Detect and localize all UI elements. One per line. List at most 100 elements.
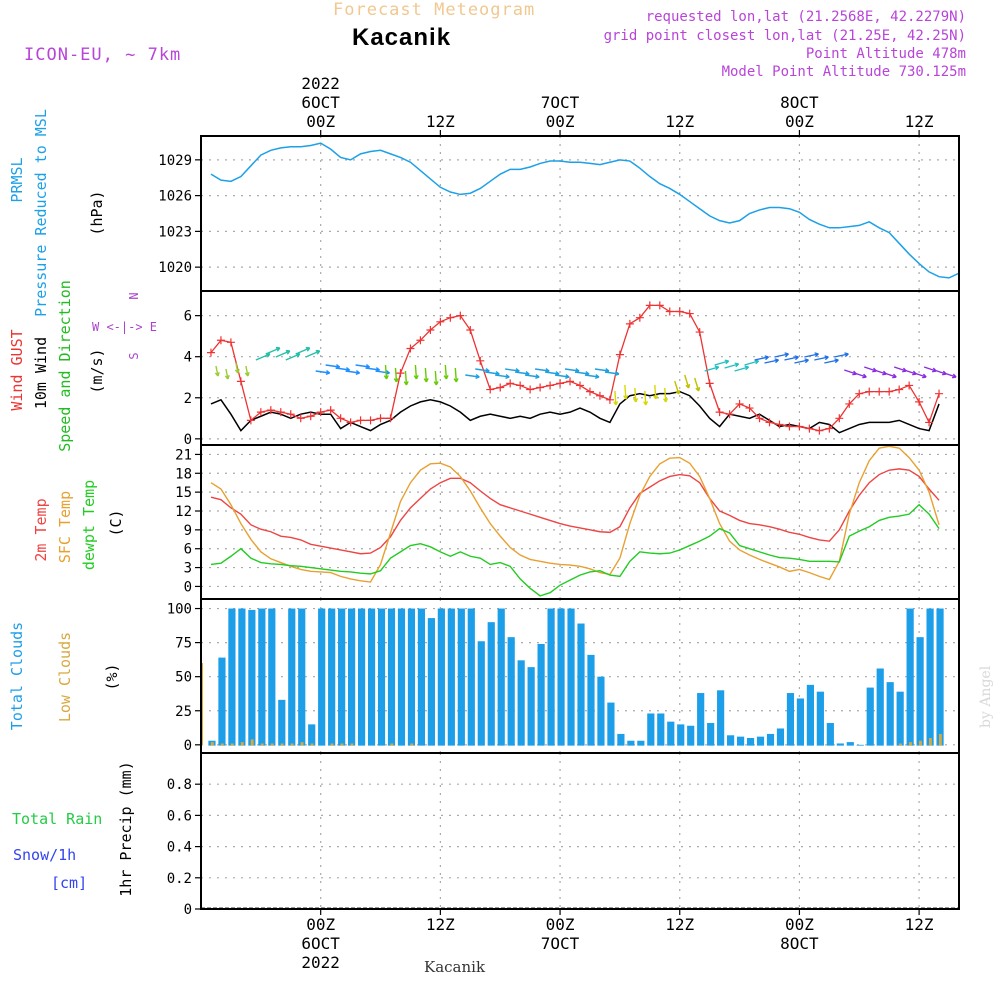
compass-west-east: W <-|-> E xyxy=(92,320,157,334)
wind-gust-marker xyxy=(306,412,315,421)
wind-gust-marker xyxy=(396,369,405,378)
wind-direction-arrow xyxy=(255,353,271,361)
temp-label-2m: 2m Temp xyxy=(32,498,50,561)
total-clouds-bar xyxy=(288,608,296,746)
total-clouds-bar xyxy=(567,608,575,746)
wind-direction-arrowhead xyxy=(393,378,399,383)
wind-direction-arrow xyxy=(764,359,779,364)
total-clouds-bar xyxy=(477,641,485,746)
total-clouds-bar xyxy=(786,693,795,746)
wind-gust-marker xyxy=(266,406,275,415)
low-clouds-bar xyxy=(899,743,902,746)
wind-direction-arrow xyxy=(754,356,769,361)
wind-ytick-label: 6 xyxy=(184,309,192,325)
wind-direction-arrowhead xyxy=(784,352,789,358)
wind-direction-arrowhead xyxy=(824,355,829,361)
wind-gust-marker xyxy=(925,418,934,427)
wind-gust-marker xyxy=(845,399,854,408)
clouds-label-low: Low Clouds xyxy=(56,632,74,722)
temperature-ytick-label: 15 xyxy=(175,485,192,501)
total-clouds-bar xyxy=(717,690,725,746)
wind-direction-arrow xyxy=(315,370,330,374)
compass-north: N xyxy=(127,292,141,299)
total-clouds-bar xyxy=(597,676,605,746)
total-clouds-bar xyxy=(228,608,236,746)
wind-direction-arrowhead xyxy=(355,370,361,376)
total-clouds-bar xyxy=(746,738,755,746)
wind-direction-arrow xyxy=(335,367,350,371)
wind-gust-marker xyxy=(226,338,235,347)
clouds-label-unit: (%) xyxy=(103,663,121,690)
total-clouds-bar xyxy=(677,724,685,746)
temp-label-dewpt: dewpt Temp xyxy=(80,480,98,570)
total-clouds-bar xyxy=(766,733,775,746)
total-clouds-bar xyxy=(667,721,675,746)
wind-direction-arrow xyxy=(584,374,600,378)
top-time-label: 6OCT xyxy=(301,93,340,112)
wind-direction-arrow xyxy=(375,370,390,374)
wind-gust-marker xyxy=(685,309,694,318)
wind-direction-arrow xyxy=(574,371,590,375)
clouds-ytick-label: 100 xyxy=(167,602,192,618)
low-clouds-bar xyxy=(260,743,264,746)
bottom-time-label: 12Z xyxy=(665,915,694,934)
total-clouds-bar xyxy=(407,608,416,746)
total-clouds-bar xyxy=(278,699,286,746)
top-time-label: 00Z xyxy=(546,112,575,131)
wind-direction-arrow xyxy=(225,368,229,380)
wind-gust-marker xyxy=(665,307,674,316)
total-clouds-bar xyxy=(308,724,316,746)
wind-direction-arrow xyxy=(404,370,408,386)
clouds-ytick-label: 75 xyxy=(175,636,192,652)
wind-direction-arrowhead xyxy=(433,381,439,386)
wind-direction-arrow xyxy=(515,371,530,375)
wind-gust-marker xyxy=(815,426,824,435)
temp-2m-line xyxy=(210,468,940,555)
wind-direction-arrowhead xyxy=(724,359,730,365)
total-clouds-bar xyxy=(886,682,894,746)
wind-direction-arrowhead xyxy=(653,395,659,400)
total-clouds-bar xyxy=(926,608,934,746)
wind-gust-marker xyxy=(386,414,395,423)
total-clouds-bar xyxy=(218,657,226,746)
wind-direction-arrow xyxy=(604,371,620,375)
wind-gust-marker xyxy=(256,408,265,417)
total-clouds-bar xyxy=(776,728,785,746)
temperature-ytick-label: 21 xyxy=(175,447,192,463)
wind-label-direction: Speed and Direction xyxy=(56,280,74,452)
footer-location: Kacanik xyxy=(424,958,486,976)
total-clouds-bar xyxy=(577,623,585,746)
total-clouds-bar xyxy=(427,618,435,746)
precip-panel-frame xyxy=(200,752,960,910)
wind-gust-marker xyxy=(615,350,624,359)
wind-gust-marker xyxy=(556,379,565,388)
wind-direction-arrow xyxy=(664,387,667,403)
precip-panel-bg xyxy=(201,753,959,909)
wind-direction-arrowhead xyxy=(505,374,510,380)
total-clouds-bar xyxy=(916,637,924,746)
total-clouds-bar xyxy=(467,608,475,746)
total-clouds-bar xyxy=(806,684,814,746)
wind-direction-arrow xyxy=(834,353,849,358)
wind-direction-arrowhead xyxy=(285,349,291,355)
wind-direction-arrow xyxy=(744,360,759,366)
wind-direction-arrow xyxy=(644,390,647,406)
wind-direction-arrow xyxy=(564,368,580,372)
wind-gust-marker xyxy=(206,348,215,357)
wind-direction-arrow xyxy=(943,372,957,378)
total-clouds-bar xyxy=(896,691,904,746)
wind-direction-arrowhead xyxy=(244,371,250,377)
wind-gust-marker xyxy=(356,416,365,425)
header-location-title: Kacanik xyxy=(352,24,452,51)
total-clouds-bar xyxy=(417,608,426,746)
total-clouds-bar xyxy=(846,742,854,746)
precip-legend-rain: Total Rain xyxy=(12,810,102,828)
wind-direction-arrow xyxy=(784,356,799,361)
wind-direction-arrowhead xyxy=(675,389,681,395)
wind-direction-arrow xyxy=(495,374,510,378)
wind-ytick-label: 2 xyxy=(184,391,192,407)
total-clouds-bar xyxy=(318,608,326,746)
wind-direction-arrow xyxy=(734,366,749,372)
wind-direction-arrow xyxy=(444,364,448,380)
